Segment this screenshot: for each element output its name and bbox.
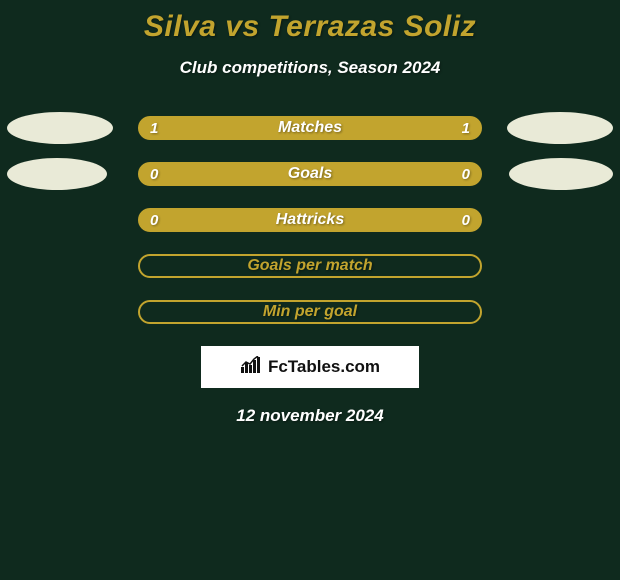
stat-row: Goals per match <box>0 254 620 278</box>
stat-row: 1 Matches 1 <box>0 116 620 140</box>
brand-text: FcTables.com <box>268 357 380 377</box>
right-player-ellipse <box>509 158 613 190</box>
stat-bar: Goals per match <box>138 254 482 278</box>
left-player-ellipse <box>7 112 113 144</box>
stat-bar: 0 Goals 0 <box>138 162 482 186</box>
stat-left-value: 1 <box>150 120 158 137</box>
stat-right-value: 0 <box>462 166 470 183</box>
left-player-ellipse <box>7 158 107 190</box>
stat-bar: Min per goal <box>138 300 482 324</box>
stat-rows: 1 Matches 1 0 Goals 0 0 Hattricks 0 Goals per mat… <box>0 116 620 324</box>
stat-left-value: 0 <box>150 212 158 229</box>
stat-row: 0 Goals 0 <box>0 162 620 186</box>
page-subtitle: Club competitions, Season 2024 <box>0 58 620 78</box>
stat-label: Goals <box>288 165 332 183</box>
chart-bars-icon <box>240 356 262 379</box>
stat-label: Min per goal <box>263 303 357 321</box>
stat-bar: 1 Matches 1 <box>138 116 482 140</box>
stat-right-value: 0 <box>462 212 470 229</box>
stat-label: Goals per match <box>247 257 372 275</box>
stat-bar: 0 Hattricks 0 <box>138 208 482 232</box>
stat-row: 0 Hattricks 0 <box>0 208 620 232</box>
stat-label: Matches <box>278 119 342 137</box>
stat-right-value: 1 <box>462 120 470 137</box>
right-player-ellipse <box>507 112 613 144</box>
stat-left-value: 0 <box>150 166 158 183</box>
stat-row: Min per goal <box>0 300 620 324</box>
comparison-infographic: Silva vs Terrazas Soliz Club competition… <box>0 0 620 580</box>
page-title: Silva vs Terrazas Soliz <box>0 0 620 44</box>
date-label: 12 november 2024 <box>0 406 620 426</box>
stat-label: Hattricks <box>276 211 344 229</box>
brand-box: FcTables.com <box>201 346 419 388</box>
